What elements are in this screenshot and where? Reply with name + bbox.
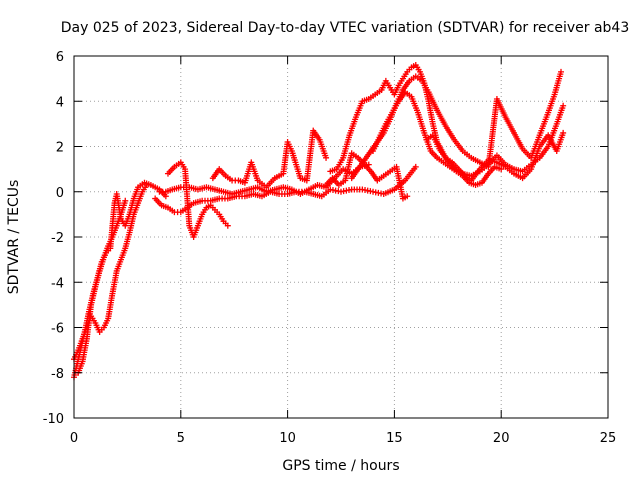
x-tick-label: 10 <box>279 431 296 446</box>
data-point <box>558 68 565 75</box>
chart-title: Day 025 of 2023, Sidereal Day-to-day VTE… <box>61 20 630 36</box>
y-tick-label: 0 <box>56 186 64 201</box>
series-track-k <box>370 89 505 188</box>
data-point <box>412 163 419 170</box>
x-tick-label: 15 <box>386 431 403 446</box>
data-point <box>404 193 411 200</box>
x-tick-label: 20 <box>493 431 510 446</box>
y-tick-label: -6 <box>51 322 64 337</box>
y-tick-label: 6 <box>56 50 64 65</box>
y-tick-label: 2 <box>56 141 64 156</box>
series-track-d <box>152 163 419 216</box>
data-point <box>560 129 567 136</box>
x-tick-label: 5 <box>177 431 185 446</box>
x-axis-title: GPS time / hours <box>282 458 399 474</box>
grid-lines <box>74 56 608 418</box>
data-point <box>143 181 150 188</box>
y-tick-label: -10 <box>43 412 64 427</box>
y-tick-label: 4 <box>56 95 64 110</box>
data-point <box>122 197 129 204</box>
y-tick-label: -8 <box>51 367 64 382</box>
y-tick-labels: -10 -8 -6 -4 -2 0 2 4 6 <box>43 50 64 427</box>
x-tick-label: 25 <box>600 431 617 446</box>
data-point <box>224 222 231 229</box>
y-tick-label: -2 <box>51 231 64 246</box>
series-track-f <box>164 159 231 240</box>
data-points-layer <box>71 62 567 381</box>
y-axis-title: SDTVAR / TECUs <box>6 180 22 295</box>
data-point <box>323 154 330 161</box>
x-tick-labels: 0 5 10 15 20 25 <box>70 431 616 446</box>
x-tick-label: 0 <box>70 431 78 446</box>
series-track-g <box>209 127 330 191</box>
data-point <box>560 102 567 109</box>
data-point <box>498 166 505 173</box>
y-tick-label: -4 <box>51 276 64 291</box>
axis-ticks <box>73 55 609 419</box>
series-track-b <box>71 181 150 363</box>
series-track-l <box>323 150 411 202</box>
series-track-c <box>75 197 129 376</box>
